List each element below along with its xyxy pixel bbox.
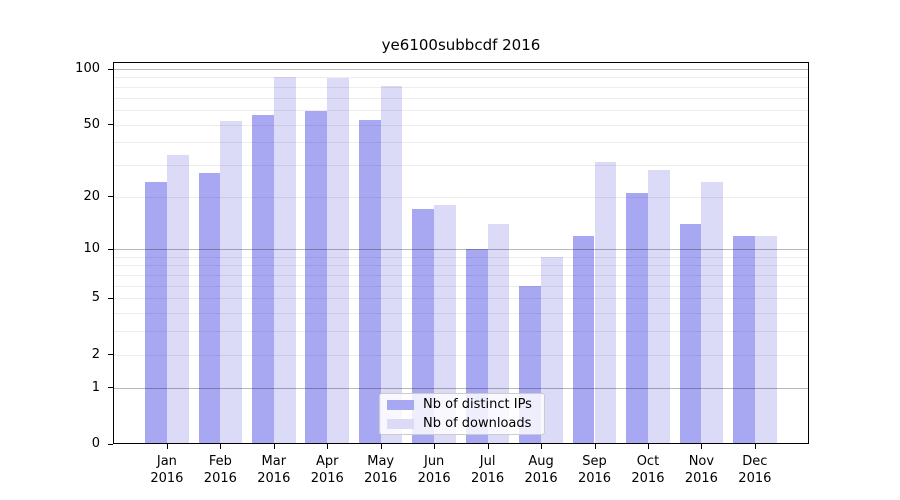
y-gridline-minor-60 [113,109,809,111]
y-gridline-minor-90 [113,77,809,79]
x-tick-mark-9 [594,444,596,449]
y-tick-label-20: 20 [83,188,100,204]
y-tick-mark-50 [108,124,113,126]
y-gridline-major-1 [113,387,809,389]
y-gridline-minor-5 [113,298,809,300]
x-tick-label-oct: Oct 2016 [631,454,665,486]
bar-downloads-nov [701,182,724,444]
x-tick-mark-4 [327,444,329,449]
y-gridline-minor-2 [113,354,809,356]
y-gridline-minor-70 [113,97,809,99]
bar-distinct-ips-jan [145,182,167,444]
x-tick-mark-7 [487,444,489,449]
x-tick-mark-5 [380,444,382,449]
bar-distinct-ips-jun [412,209,435,444]
y-gridline-minor-30 [113,164,809,166]
y-tick-label-50: 50 [83,116,100,132]
y-gridline-minor-8 [113,265,809,267]
y-tick-mark-0 [108,443,113,445]
y-tick-label-1: 1 [91,379,100,395]
x-tick-label-nov: Nov 2016 [684,454,718,486]
x-tick-mark-2 [220,444,222,449]
x-tick-label-apr: Apr 2016 [310,454,344,486]
y-tick-mark-1 [108,387,113,389]
y-tick-mark-5 [108,297,113,299]
y-gridline-minor-80 [113,86,809,88]
bar-downloads-apr [327,78,350,444]
legend: Nb of distinct IPs Nb of downloads [379,393,545,435]
y-gridline-minor-6 [113,285,809,287]
bar-downloads-jul [487,223,510,444]
y-tick-label-100: 100 [75,61,100,76]
bar-distinct-ips-may [358,119,381,444]
x-tick-mark-12 [754,444,756,449]
bar-downloads-aug [541,256,563,444]
y-gridline-minor-20 [113,196,809,198]
y-tick-mark-20 [108,196,113,198]
legend-label-distinct-ips: Nb of distinct IPs [423,397,532,412]
x-tick-label-jul: Jul 2016 [471,454,505,486]
y-gridline-minor-9 [113,256,809,258]
x-tick-label-sep: Sep 2016 [577,454,612,486]
x-tick-label-may: May 2016 [364,454,398,486]
bar-downloads-dec [754,235,777,444]
x-tick-label-feb: Feb 2016 [203,454,237,486]
bar-downloads-oct [647,170,670,444]
y-tick-label-5: 5 [91,290,100,306]
bar-distinct-ips-sep [572,235,595,444]
bar-downloads-feb [220,121,243,444]
bar-distinct-ips-oct [626,192,648,444]
bar-distinct-ips-nov [679,223,702,444]
y-gridline-major-100 [113,69,809,70]
bar-distinct-ips-apr [305,111,328,444]
bar-distinct-ips-dec [733,235,755,444]
y-tick-label-0: 0 [91,436,100,451]
plot-area [113,62,809,444]
y-tick-label-10: 10 [83,241,100,257]
x-tick-mark-11 [701,444,703,449]
bar-downloads-jun [434,204,456,444]
bar-downloads-may [380,85,403,444]
chart-title: ye6100subbcdf 2016 [381,36,541,54]
y-gridline-minor-7 [113,275,809,277]
y-tick-label-2: 2 [91,346,100,362]
x-tick-label-dec: Dec 2016 [738,454,772,486]
legend-row-distinct-ips: Nb of distinct IPs [387,397,537,412]
y-tick-mark-100 [108,68,113,70]
x-tick-mark-8 [541,444,543,449]
bar-downloads-jan [166,155,189,444]
y-gridline-major-10 [113,249,809,251]
x-tick-mark-1 [166,444,168,449]
x-tick-mark-6 [434,444,436,449]
x-tick-label-jan: Jan 2016 [150,454,184,486]
legend-swatch-downloads [387,418,414,429]
x-tick-label-aug: Aug 2016 [524,454,558,486]
y-tick-mark-2 [108,354,113,356]
x-tick-label-jun: Jun 2016 [417,454,451,486]
legend-row-downloads: Nb of downloads [387,416,537,431]
x-tick-mark-3 [273,444,275,449]
bar-downloads-sep [594,162,617,444]
y-gridline-minor-4 [113,313,809,315]
y-tick-mark-10 [108,248,113,250]
legend-swatch-distinct-ips [387,399,414,410]
y-gridline-minor-50 [113,124,809,126]
bar-distinct-ips-feb [198,173,221,444]
bar-downloads-mar [273,76,296,444]
y-gridline-minor-40 [113,142,809,144]
x-tick-label-mar: Mar 2016 [257,454,291,486]
x-tick-mark-10 [647,444,649,449]
bar-distinct-ips-mar [252,115,274,444]
y-gridline-minor-3 [113,331,809,333]
legend-label-downloads: Nb of downloads [423,416,532,431]
